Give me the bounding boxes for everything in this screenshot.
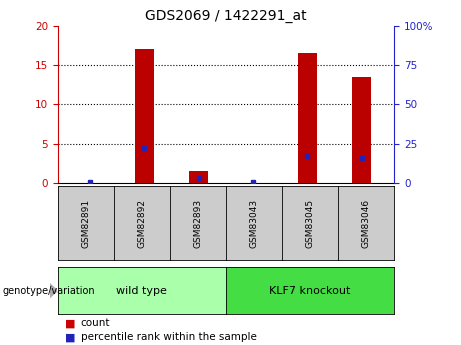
Text: ■: ■ [65,318,75,328]
Text: ■: ■ [65,333,75,342]
Text: count: count [81,318,110,328]
Polygon shape [50,284,57,297]
Text: percentile rank within the sample: percentile rank within the sample [81,333,257,342]
Bar [189,171,208,183]
Text: KLF7 knockout: KLF7 knockout [269,286,351,296]
Text: GSM83043: GSM83043 [249,199,259,248]
Text: GSM83045: GSM83045 [306,199,314,248]
Text: wild type: wild type [116,286,167,296]
Text: genotype/variation: genotype/variation [2,286,95,296]
Text: GSM83046: GSM83046 [361,199,371,248]
Bar [298,53,317,183]
Bar [352,77,371,183]
Text: GSM82892: GSM82892 [137,199,146,248]
Text: GSM82893: GSM82893 [193,199,202,248]
Text: GSM82891: GSM82891 [81,199,90,248]
Bar [135,49,154,183]
Text: GDS2069 / 1422291_at: GDS2069 / 1422291_at [145,9,307,23]
